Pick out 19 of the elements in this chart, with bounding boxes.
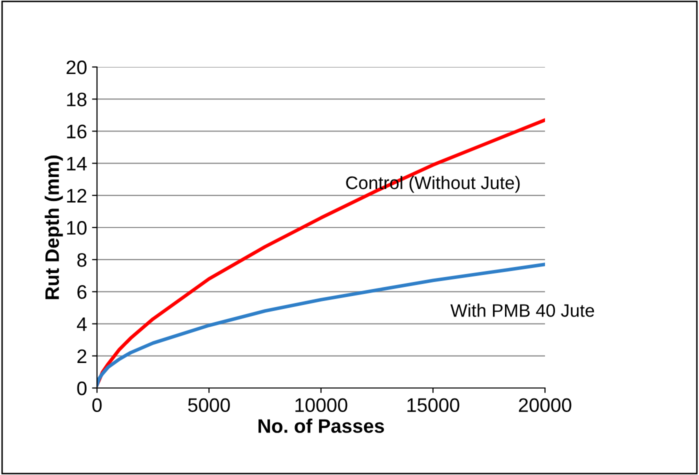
y-tick-label: 20	[66, 60, 87, 74]
y-tick-label: 0	[77, 381, 87, 396]
y-tick-label: 2	[77, 349, 86, 363]
x-tick-label: 20000	[518, 398, 572, 412]
series-label: With PMB 40 Jute	[450, 304, 594, 317]
x-tick-label: 5000	[188, 398, 230, 412]
x-tick-label: 15000	[407, 398, 460, 412]
y-tick-label: 18	[67, 92, 86, 106]
x-axis-title: No. of Passes	[258, 418, 384, 433]
y-tick-label: 10	[67, 220, 87, 235]
y-tick-label: 16	[67, 124, 86, 138]
y-tick-label: 4	[76, 317, 87, 331]
y-tick-label: 6	[77, 285, 86, 299]
x-tick-label: 0	[92, 398, 102, 412]
y-axis-title: Rut Depth (mm)	[44, 156, 63, 300]
y-tick-label: 12	[67, 188, 86, 202]
x-tick-label: 10000	[295, 398, 348, 412]
y-tick-label: 14	[67, 156, 87, 170]
y-tick-label: 8	[77, 253, 86, 267]
